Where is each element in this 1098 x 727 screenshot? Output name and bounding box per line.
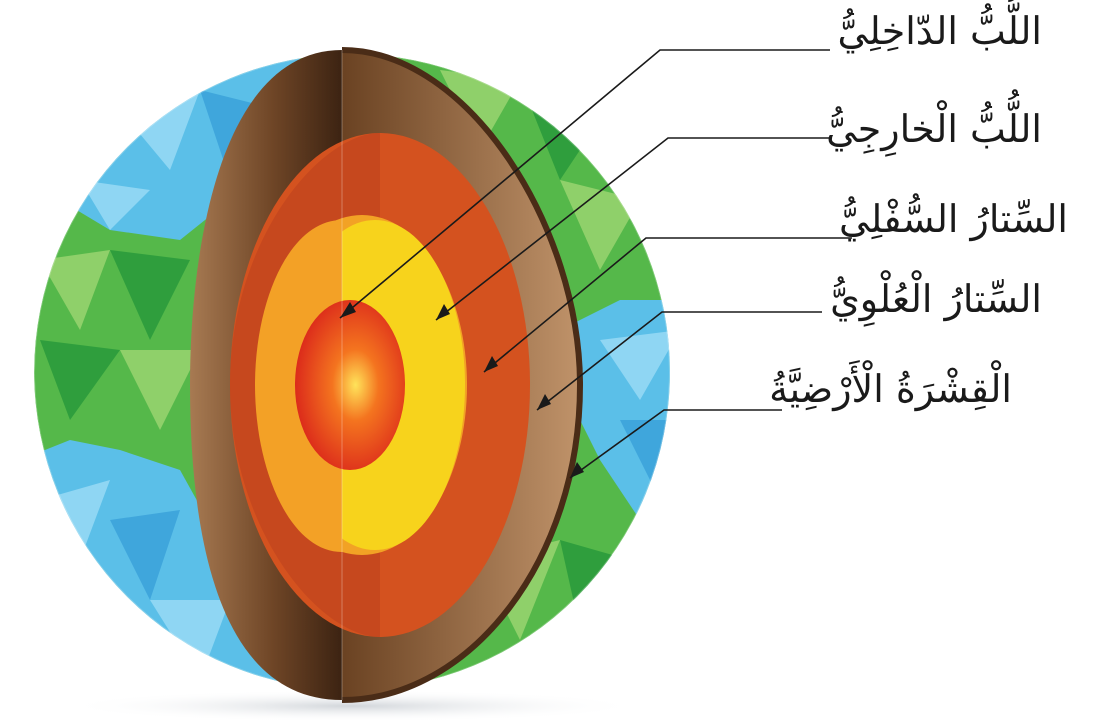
label-crust: الْقِشْرَةُ الْأَرْضِيَّةُ <box>769 367 1012 411</box>
leader-outer-core <box>435 137 832 321</box>
leader-crust <box>569 409 782 479</box>
leader-arrowheads <box>340 302 584 478</box>
inner-core-layer <box>295 300 405 470</box>
leader-upper-mantle <box>536 311 822 411</box>
globe-shadow <box>62 690 642 722</box>
label-upper-mantle: السِّتارُ الْعُلْوِيُّ <box>830 277 1042 321</box>
leader-lower-mantle <box>483 237 852 373</box>
leader-lines <box>339 49 852 479</box>
label-lower-mantle: السِّتارُ السُّفْلِيُّ <box>838 197 1068 241</box>
leader-inner-core <box>339 49 830 319</box>
label-outer-core: اللُّبُّ الْخارِجِيُّ <box>826 107 1042 151</box>
crust-edge <box>341 47 584 703</box>
label-inner-core: اللُّبُّ الدّاخِلِيُّ <box>837 9 1043 53</box>
